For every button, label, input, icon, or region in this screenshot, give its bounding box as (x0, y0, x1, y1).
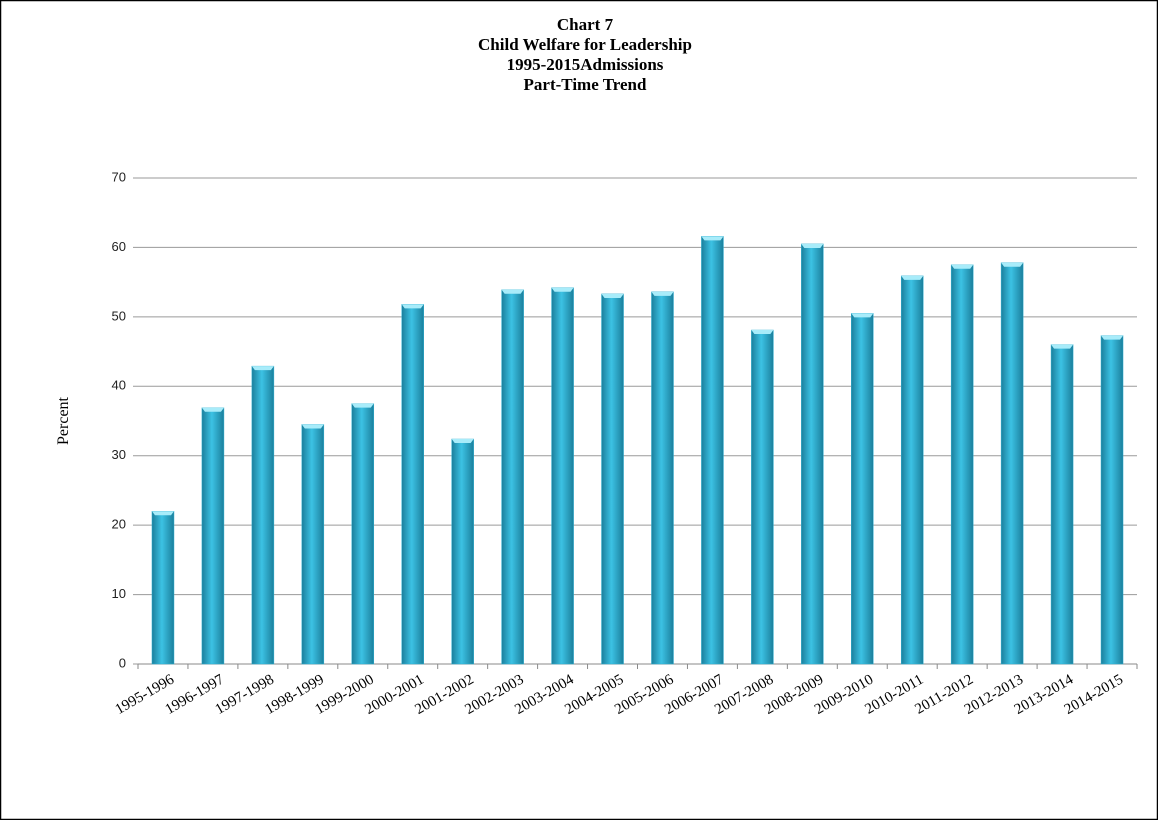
bar (151, 511, 175, 665)
bar (900, 275, 924, 665)
bar-cap (851, 313, 874, 318)
y-tick-label: 20 (112, 517, 126, 532)
bar-cap (451, 439, 474, 444)
bar-cap (601, 293, 624, 298)
bar-cap (751, 330, 774, 335)
bar-cap (651, 291, 674, 296)
bar (1100, 335, 1124, 665)
bar-cap (951, 264, 974, 269)
bar-cap (351, 403, 374, 408)
y-tick-label: 30 (112, 447, 126, 462)
y-axis-label: Percent (55, 396, 72, 445)
bar-cap (1001, 262, 1024, 267)
bar-cap (801, 243, 824, 248)
bar-cap (201, 407, 224, 412)
bar (801, 243, 824, 665)
chart-title: Chart 7 (557, 15, 614, 34)
bar (251, 365, 275, 665)
bar-cap (401, 304, 424, 309)
y-tick-label: 40 (112, 378, 126, 393)
bar (301, 424, 325, 665)
bar (451, 438, 474, 665)
bar (701, 236, 724, 665)
bar-cap (551, 287, 574, 292)
bar-cap (1051, 344, 1074, 349)
bar (201, 407, 225, 665)
chart-title: Child Welfare for Leadership (478, 35, 692, 54)
bar-cap (301, 424, 324, 429)
bar-cap (251, 366, 274, 371)
bar (1050, 344, 1074, 665)
y-tick-label: 60 (112, 239, 126, 254)
bar (651, 291, 674, 665)
bar-cap (501, 289, 524, 294)
bar-cap (1101, 335, 1124, 340)
bar (351, 403, 375, 665)
y-tick-label: 70 (112, 169, 126, 184)
bar-cap (701, 236, 724, 241)
y-tick-label: 50 (112, 308, 126, 323)
bar (401, 304, 424, 665)
bar-cap (151, 511, 174, 516)
bar (751, 329, 774, 665)
bar (501, 289, 524, 665)
bar (551, 287, 574, 665)
chart-title: Part-Time Trend (524, 75, 647, 94)
y-tick-label: 0 (119, 655, 126, 670)
y-tick-label: 10 (112, 586, 126, 601)
bar-cap (901, 275, 924, 280)
chart-title: 1995-2015Admissions (507, 55, 664, 74)
bar (601, 293, 624, 665)
bar (950, 264, 974, 665)
bar (1000, 262, 1024, 665)
bar (851, 313, 874, 665)
